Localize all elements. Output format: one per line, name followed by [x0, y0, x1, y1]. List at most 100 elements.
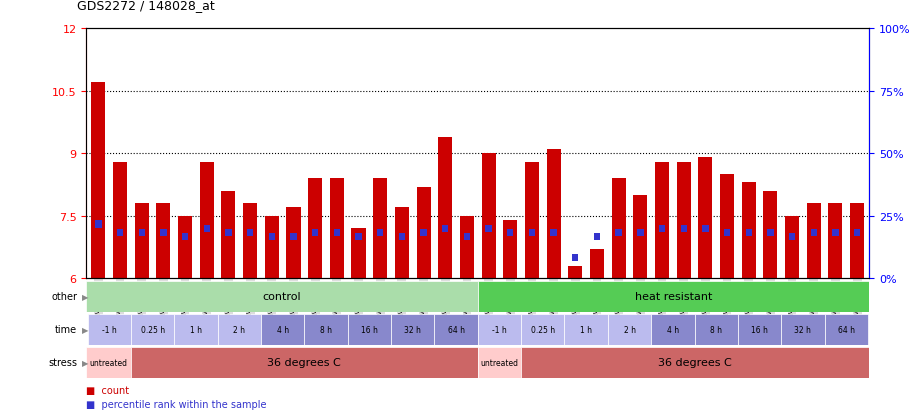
- Bar: [612, 179, 626, 279]
- Bar: [694, 314, 738, 345]
- Bar: [681, 225, 687, 233]
- Text: stress: stress: [48, 357, 77, 368]
- Bar: [247, 229, 253, 237]
- Text: 64 h: 64 h: [448, 325, 465, 334]
- Text: untreated: untreated: [480, 358, 519, 367]
- Bar: [308, 179, 322, 279]
- Bar: [334, 229, 340, 237]
- Bar: [637, 229, 643, 237]
- Bar: [503, 221, 517, 279]
- Bar: [745, 229, 752, 237]
- Bar: [86, 281, 478, 312]
- Text: heat resistant: heat resistant: [634, 291, 713, 301]
- Text: untreated: untreated: [90, 358, 127, 367]
- Bar: [529, 229, 535, 237]
- Text: ■  percentile rank within the sample: ■ percentile rank within the sample: [86, 399, 267, 409]
- Text: 1 h: 1 h: [190, 325, 202, 334]
- Text: 0.25 h: 0.25 h: [140, 325, 165, 334]
- Text: 8 h: 8 h: [320, 325, 332, 334]
- Bar: [290, 233, 297, 241]
- Text: 2 h: 2 h: [623, 325, 635, 334]
- Bar: [659, 225, 665, 233]
- Bar: [442, 225, 449, 233]
- Bar: [698, 158, 713, 279]
- Text: -1 h: -1 h: [102, 325, 116, 334]
- Bar: [551, 229, 557, 237]
- Bar: [420, 229, 427, 237]
- Bar: [182, 233, 188, 241]
- Text: GDS2272 / 148028_at: GDS2272 / 148028_at: [77, 0, 215, 12]
- Bar: [703, 225, 709, 233]
- Bar: [268, 233, 275, 241]
- Bar: [811, 229, 817, 237]
- Bar: [594, 233, 601, 241]
- Bar: [485, 225, 491, 233]
- Bar: [478, 281, 869, 312]
- Bar: [204, 225, 210, 233]
- Bar: [742, 183, 756, 279]
- Bar: [199, 162, 214, 279]
- Bar: [131, 347, 478, 378]
- Bar: [135, 204, 148, 279]
- Bar: [377, 229, 383, 237]
- Bar: [265, 216, 278, 279]
- Text: 16 h: 16 h: [751, 325, 768, 334]
- Bar: [116, 229, 123, 237]
- Bar: [833, 229, 839, 237]
- Bar: [738, 314, 782, 345]
- Text: other: other: [51, 291, 77, 301]
- Bar: [720, 175, 734, 279]
- Text: 64 h: 64 h: [838, 325, 854, 334]
- Bar: [312, 229, 318, 237]
- Bar: [91, 83, 106, 279]
- Bar: [243, 204, 258, 279]
- Text: control: control: [263, 291, 301, 301]
- Bar: [615, 229, 622, 237]
- Text: -1 h: -1 h: [492, 325, 507, 334]
- Bar: [221, 191, 236, 279]
- Bar: [355, 233, 361, 241]
- Text: ■  count: ■ count: [86, 385, 129, 395]
- Bar: [395, 208, 409, 279]
- Bar: [304, 314, 348, 345]
- Bar: [87, 314, 131, 345]
- Bar: [464, 233, 470, 241]
- Bar: [854, 229, 860, 237]
- Text: ▶: ▶: [82, 292, 88, 301]
- Bar: [568, 266, 582, 279]
- Bar: [767, 229, 774, 237]
- Bar: [828, 204, 843, 279]
- Bar: [434, 314, 478, 345]
- Bar: [351, 229, 366, 279]
- Bar: [655, 162, 669, 279]
- Text: 32 h: 32 h: [404, 325, 421, 334]
- Bar: [96, 221, 102, 228]
- Bar: [391, 314, 434, 345]
- Bar: [399, 233, 405, 241]
- Bar: [824, 314, 868, 345]
- Bar: [763, 191, 777, 279]
- Text: 32 h: 32 h: [794, 325, 812, 334]
- Bar: [572, 254, 579, 262]
- Bar: [507, 229, 513, 237]
- Bar: [217, 314, 261, 345]
- Text: 8 h: 8 h: [710, 325, 723, 334]
- Bar: [157, 204, 170, 279]
- Bar: [677, 162, 691, 279]
- Bar: [807, 204, 821, 279]
- Bar: [478, 314, 521, 345]
- Text: 0.25 h: 0.25 h: [531, 325, 555, 334]
- Bar: [782, 314, 824, 345]
- Bar: [160, 229, 167, 237]
- Bar: [590, 249, 604, 279]
- Text: 36 degrees C: 36 degrees C: [268, 357, 341, 368]
- Bar: [138, 229, 145, 237]
- Bar: [521, 314, 564, 345]
- Bar: [373, 179, 388, 279]
- Bar: [86, 347, 131, 378]
- Bar: [723, 229, 730, 237]
- Text: 2 h: 2 h: [233, 325, 246, 334]
- Text: 4 h: 4 h: [667, 325, 679, 334]
- Bar: [113, 162, 127, 279]
- Bar: [348, 314, 391, 345]
